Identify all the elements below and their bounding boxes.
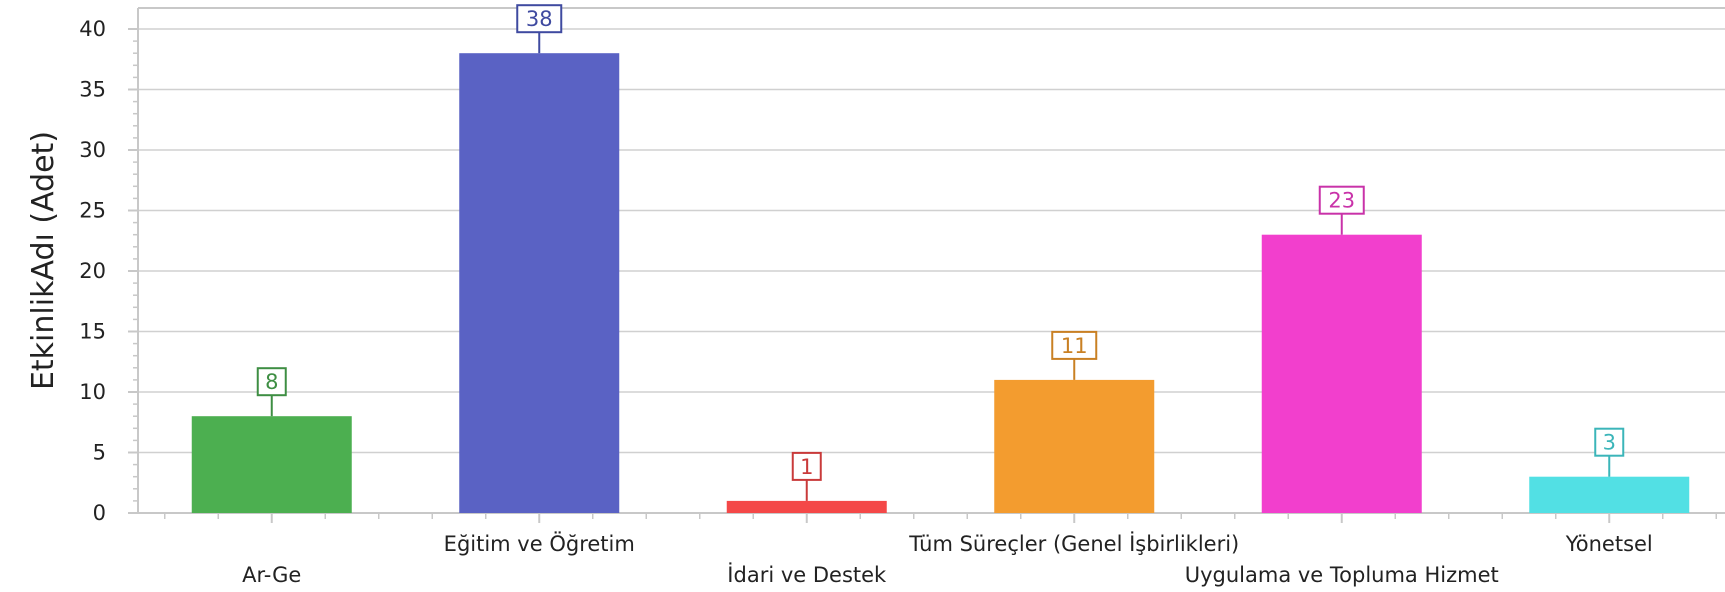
data-label: 23 [1328,189,1355,213]
bar-0 [191,416,352,513]
data-label: 3 [1603,431,1616,455]
y-tick-label: 25 [79,199,106,223]
bar-1 [459,53,620,513]
bar-3 [994,379,1155,513]
data-label-box [1318,185,1365,215]
data-label: 1 [800,455,813,479]
x-tick-label: Eğitim ve Öğretim [444,531,635,556]
y-axis-label: EtkinlikAdı (Adet) [26,131,61,390]
x-tick-label: Yönetsel [1565,532,1653,556]
axes [128,7,1725,523]
bars [191,53,1690,513]
y-tick-label: 35 [79,78,106,102]
y-tick-label: 20 [79,259,106,283]
data-label-box [791,451,822,481]
data-label: 11 [1061,334,1088,358]
x-tick-label: Uygulama ve Topluma Hizmet [1185,563,1499,587]
data-label: 8 [265,370,278,394]
y-tick-label: 40 [79,17,106,41]
grid-lines [138,28,1725,454]
x-tick-label: Tüm Süreçler (Genel İşbirlikleri) [908,531,1239,556]
y-tick-label: 10 [79,380,106,404]
bar-5 [1529,476,1690,513]
tick-labels: 0 5 10 15 20 25 30 35 40 Ar-Ge Eğitim ve Öğretim İd… [79,17,1653,587]
data-label: 38 [526,7,553,31]
x-tick-label: Ar-Ge [242,563,301,587]
y-tick-label: 0 [93,501,106,525]
data-label-box [1051,330,1098,360]
bar-4 [1261,234,1422,513]
data-label-box [516,4,563,34]
y-tick-label: 15 [79,320,106,344]
y-tick-label: 5 [93,441,106,465]
bar-2 [726,500,887,513]
data-label-box [256,367,287,397]
x-tick-label: İdari ve Destek [727,562,887,587]
data-label-box [1594,427,1625,457]
y-tick-label: 30 [79,138,106,162]
